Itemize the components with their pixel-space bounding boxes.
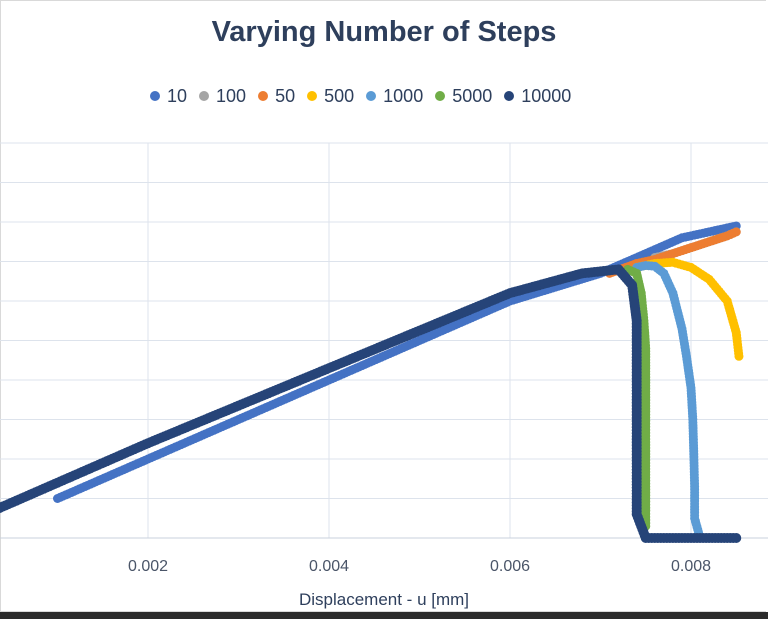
- legend-item-1000: 1000: [366, 86, 423, 107]
- point-500-53: [734, 351, 744, 361]
- legend-label: 50: [275, 85, 296, 106]
- legend-label: 10000: [521, 85, 572, 106]
- x-axis-label: Displacement - u [mm]: [298, 590, 470, 609]
- legend-marker: [199, 91, 210, 101]
- legend-marker: [150, 91, 160, 101]
- legend-marker: [366, 91, 377, 101]
- legend-item-100: 100: [199, 86, 246, 107]
- series-10000: [0, 264, 742, 543]
- x-tick-label-1: 0.004: [309, 558, 349, 575]
- legend-item-10: 10: [150, 86, 187, 107]
- legend-marker: [504, 91, 515, 101]
- legend: 10 100 50 500 1000 5000 10000: [150, 84, 583, 108]
- legend-marker: [307, 91, 318, 101]
- legend-label: 5000: [452, 85, 493, 106]
- legend-marker: [258, 91, 269, 101]
- legend-item-500: 500: [307, 86, 354, 107]
- point-10000-345: [731, 533, 742, 543]
- legend-marker: [435, 91, 446, 101]
- series-5000: [623, 264, 651, 531]
- series-1000: [632, 260, 741, 543]
- series-10: [53, 221, 741, 503]
- legend-item-50: 50: [258, 86, 295, 107]
- legend-item-5000: 5000: [435, 86, 492, 107]
- legend-item-10000: 10000: [504, 86, 571, 107]
- x-tick-label-0: 0.002: [128, 558, 168, 575]
- point-50-43: [731, 227, 741, 237]
- bottom-border: [0, 612, 768, 619]
- legend-label: 1000: [383, 85, 424, 106]
- x-tick-label-2: 0.006: [490, 558, 530, 575]
- legend-label: 100: [216, 85, 247, 106]
- x-tick-label-3: 0.008: [671, 558, 711, 575]
- chart-title: Varying Number of Steps: [211, 16, 557, 48]
- legend-label: 500: [324, 85, 355, 106]
- legend-label: 10: [167, 85, 188, 106]
